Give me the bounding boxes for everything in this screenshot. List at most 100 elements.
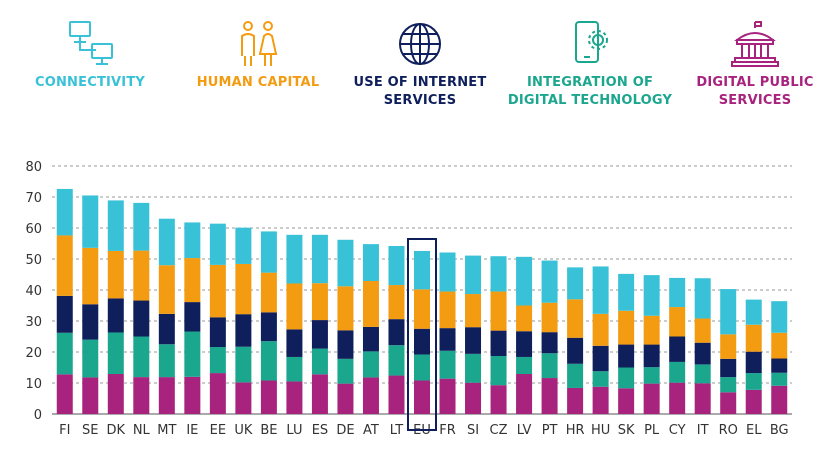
bar-segment-human-capital [465,294,482,328]
bar-segment-internet-services [362,326,379,352]
bar-segment-internet-services [414,328,430,355]
bar-segment-digital-tech [184,331,201,377]
bar-segment-connectivity [56,188,73,236]
x-tick-label: HR [566,423,585,438]
bar-segment-human-capital [286,283,303,330]
legend-internet-services: USE OF INTERNET SERVICES [345,18,495,110]
bar-segment-internet-services [541,332,558,354]
bar-segment-internet-services [439,328,456,351]
bar-segment-human-capital [235,263,252,315]
bar-segment-digital-tech [311,348,328,375]
bar-segment-human-capital [184,258,201,303]
bar-segment-internet-services [107,298,124,333]
bar-segment-human-capital [311,283,328,321]
legend-connectivity: CONNECTIVITY [20,18,160,92]
bar-segment-digital-tech [745,373,762,390]
bar-segment-public-services [337,383,354,414]
bar-segment-digital-tech [465,353,482,383]
bar-segment-connectivity [235,227,252,264]
bar-segment-connectivity [260,231,277,273]
x-tick-label: CY [669,423,686,438]
bar-segment-public-services [516,374,533,414]
y-tick-label: 60 [25,222,42,237]
bar-segment-public-services [541,378,558,414]
bar-segment-internet-services [720,358,737,378]
bar-segment-human-capital [362,281,379,327]
bar-segment-public-services [286,381,303,414]
legend: CONNECTIVITY HUMAN CAPITAL USE OF INTERN… [0,0,837,130]
bar-segment-internet-services [286,329,303,357]
bar-segment-internet-services [567,337,584,364]
legend-label-internet-services-2: SERVICES [383,93,457,108]
x-tick-label: RO [719,423,738,438]
bar-segment-digital-tech [643,367,660,384]
bar-segment-connectivity [516,256,533,306]
legend-label-human-capital: HUMAN CAPITAL [196,75,320,90]
bar-segment-public-services [107,374,124,414]
bar-segment-connectivity [694,278,711,319]
bar-segment-digital-tech [209,347,226,374]
bar-segment-digital-tech [771,372,788,386]
bar-segment-public-services [490,385,507,414]
bar-segment-internet-services [490,330,507,357]
bar-segment-public-services [643,383,660,414]
bar-segment-connectivity [388,245,405,286]
bar-segment-digital-tech [388,345,405,376]
bar-segment-internet-services [82,304,99,340]
bar-segment-connectivity [439,252,456,292]
bar-segment-internet-services [465,327,482,354]
bar-segment-connectivity [158,218,175,266]
bar-segment-internet-services [133,300,150,337]
bar-segment-internet-services [235,314,252,347]
bar-segment-digital-tech [107,332,124,375]
y-tick-label: 40 [25,284,42,299]
bar-segment-internet-services [56,295,73,333]
bar-segment-human-capital [414,289,430,329]
x-tick-label: DK [107,423,126,438]
bar-segment-human-capital [260,272,277,313]
bar-segment-digital-tech [414,354,430,381]
bar-segment-human-capital [158,265,175,314]
bar-segment-internet-services [745,351,762,374]
legend-label-digital-technology-2: DIGITAL TECHNOLOGY [507,93,673,108]
bar-segment-public-services [388,375,405,414]
bar-segment-connectivity [541,260,558,303]
bar-segment-public-services [669,382,686,414]
y-tick-label: 0 [34,408,42,423]
bar-segment-connectivity [490,256,507,292]
bar-segment-public-services [465,382,482,414]
bar-segment-human-capital [567,299,584,338]
bar-segment-public-services [745,389,762,414]
bar-segment-internet-services [669,336,686,362]
x-tick-label: DE [336,423,354,438]
bar-segment-public-services [56,374,73,414]
x-tick-label: BE [260,423,277,438]
legend-label-public-services-1: DIGITAL PUBLIC [696,75,814,90]
bar-segment-internet-services [311,320,328,349]
eu-highlight-box [407,238,437,431]
bar-segment-human-capital [133,250,150,301]
x-tick-label: AT [363,423,379,438]
bar-segment-human-capital [490,291,507,331]
bar-segment-internet-services [694,342,711,365]
x-tick-label: BG [770,423,789,438]
bar-segment-digital-tech [490,356,507,386]
x-tick-label: EL [746,423,762,438]
bar-segment-public-services [439,378,456,414]
bar-segment-connectivity [184,222,201,259]
bar-segment-public-services [133,377,150,414]
x-tick-label: PT [542,423,558,438]
bar-segment-human-capital [592,313,609,346]
x-tick-label: SK [618,423,635,438]
bar-segment-connectivity [567,267,584,300]
x-tick-label: EE [210,423,226,438]
x-tick-label: FI [59,423,70,438]
y-tick-label: 80 [25,160,42,175]
bar-segment-digital-tech [56,332,73,375]
bar-segment-internet-services [158,313,175,345]
bar-segment-internet-services [643,344,660,368]
bar-segment-internet-services [184,302,201,332]
x-tick-label: HU [591,423,610,438]
bar-segment-internet-services [388,319,405,346]
